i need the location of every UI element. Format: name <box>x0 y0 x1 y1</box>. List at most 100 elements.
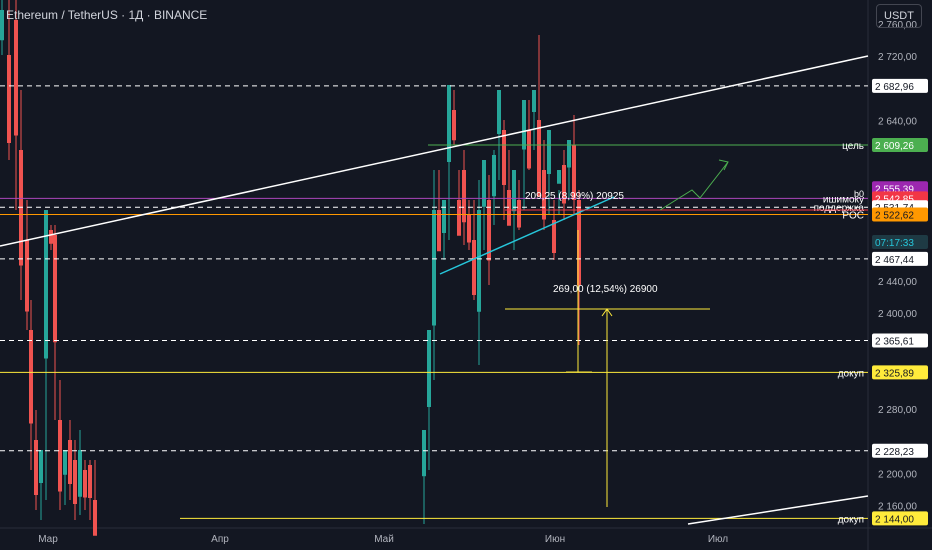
candle-body <box>562 165 566 204</box>
candle-body <box>437 210 441 252</box>
candle-body <box>73 460 77 504</box>
candle-body <box>29 330 33 424</box>
candle-body <box>532 90 536 112</box>
candle-body <box>63 450 67 475</box>
price-badge-label: 2 325,89 <box>875 368 914 379</box>
level-label: докуп <box>838 368 864 379</box>
candle-body <box>487 200 491 261</box>
candle-body <box>422 430 426 477</box>
candle-body <box>482 160 486 207</box>
price-badge <box>872 78 928 93</box>
candle-body <box>462 170 466 223</box>
candle-body <box>577 200 581 286</box>
month-tick: Июн <box>545 534 565 545</box>
price-tick: 2 160,00 <box>878 502 917 513</box>
candle-body <box>522 100 526 150</box>
candle-body <box>25 240 29 312</box>
level-label: ишимоку <box>823 194 864 205</box>
annotation-range-2: 269,00 (12,54%) 26900 <box>553 284 658 295</box>
candle-body <box>0 10 4 41</box>
candle-body <box>49 230 53 244</box>
price-badge-label: 2 467,44 <box>875 255 914 266</box>
projection-path <box>659 161 729 211</box>
candle-body <box>7 55 11 143</box>
price-badge <box>872 443 928 458</box>
price-badge-label: 2 365,61 <box>875 337 914 348</box>
candle-body <box>517 200 521 228</box>
candle-body <box>457 200 461 236</box>
level-label: цель <box>842 141 864 152</box>
price-badge <box>872 251 928 266</box>
symbol-title[interactable]: Ethereum / TetherUS · 1Д · BINANCE <box>6 8 208 22</box>
candle-body <box>14 20 18 136</box>
candle-body <box>19 150 23 266</box>
price-badge-label: 2 682,96 <box>875 82 914 93</box>
price-tick: 2 400,00 <box>878 309 917 320</box>
projection-arrow <box>718 159 729 171</box>
month-tick: Апр <box>211 534 229 545</box>
candle-body <box>492 155 496 197</box>
candle-body <box>53 235 57 343</box>
candle-body <box>68 440 72 484</box>
price-badge <box>872 207 928 222</box>
candle-body <box>467 215 471 243</box>
month-tick: Май <box>374 534 394 545</box>
candle-body <box>93 500 97 536</box>
candle-body <box>542 170 546 220</box>
level-label: POC <box>842 211 864 222</box>
price-badge-label: 2 522,62 <box>875 211 914 222</box>
candle-body <box>547 130 551 174</box>
countdown-badge <box>872 235 928 249</box>
candle-body <box>34 440 38 495</box>
price-badge-label: 2 542,85 <box>875 194 914 205</box>
candle-body <box>442 200 446 233</box>
candle-body <box>527 130 531 169</box>
candle-body <box>78 450 82 497</box>
price-tick: 2 440,00 <box>878 277 917 288</box>
candle-body <box>567 140 571 168</box>
level-label: поддержка <box>814 203 865 214</box>
candle-body <box>572 145 576 200</box>
month-tick: Июл <box>708 534 728 545</box>
candle-body <box>472 240 476 295</box>
candle-body <box>58 420 62 492</box>
candle-body <box>552 220 556 253</box>
price-tick: 2 760,00 <box>878 20 917 31</box>
price-badge-label: 2 144,00 <box>875 514 914 525</box>
trend-line-upper <box>0 55 869 247</box>
price-badge <box>872 365 928 380</box>
measure-arrow <box>601 308 613 317</box>
price-badge-label: 2 609,26 <box>875 141 914 152</box>
candle-body <box>452 110 456 141</box>
price-badge <box>872 511 928 526</box>
candle-body <box>557 170 561 184</box>
month-tick: Мар <box>38 534 58 545</box>
price-badge-label: 2 555,39 <box>875 184 914 195</box>
price-badge-label: 2 228,23 <box>875 447 914 458</box>
trend-line-lower <box>687 495 869 525</box>
candle-body <box>88 465 92 498</box>
level-label-b0: b0 <box>854 189 864 199</box>
price-tick: 2 280,00 <box>878 405 917 416</box>
candle-body <box>507 190 511 226</box>
currency-button[interactable]: USDT <box>876 4 922 28</box>
candle-body <box>537 120 541 197</box>
level-label: докуп <box>838 514 864 525</box>
candle-body <box>44 210 48 359</box>
price-badge <box>872 333 928 348</box>
annotation-range-1: 209,25 (8,99%) 20925 <box>525 191 624 202</box>
price-tick: 2 200,00 <box>878 469 917 480</box>
candle-body <box>497 90 501 134</box>
candle-body <box>83 470 87 498</box>
candle-body <box>432 210 436 326</box>
price-tick: 2 640,00 <box>878 116 917 127</box>
cyan-trend-line <box>439 196 615 275</box>
candle-body <box>502 130 506 185</box>
price-tick: 2 720,00 <box>878 52 917 63</box>
candle-body <box>39 450 43 483</box>
candle-body <box>477 210 481 312</box>
countdown-label: 07:17:33 <box>875 238 914 249</box>
price-badge <box>872 138 928 153</box>
